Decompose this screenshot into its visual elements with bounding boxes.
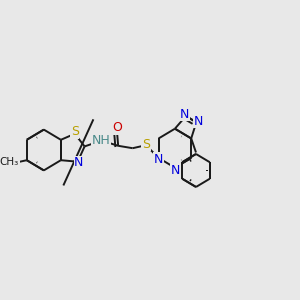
Text: N: N — [171, 164, 180, 177]
Text: S: S — [142, 137, 150, 151]
Text: NH: NH — [92, 134, 111, 147]
Text: S: S — [71, 125, 79, 138]
Text: N: N — [194, 115, 203, 128]
Text: CH₃: CH₃ — [0, 157, 19, 167]
Text: N: N — [180, 108, 189, 121]
Text: N: N — [74, 156, 83, 170]
Text: N: N — [154, 153, 163, 166]
Text: O: O — [112, 121, 122, 134]
